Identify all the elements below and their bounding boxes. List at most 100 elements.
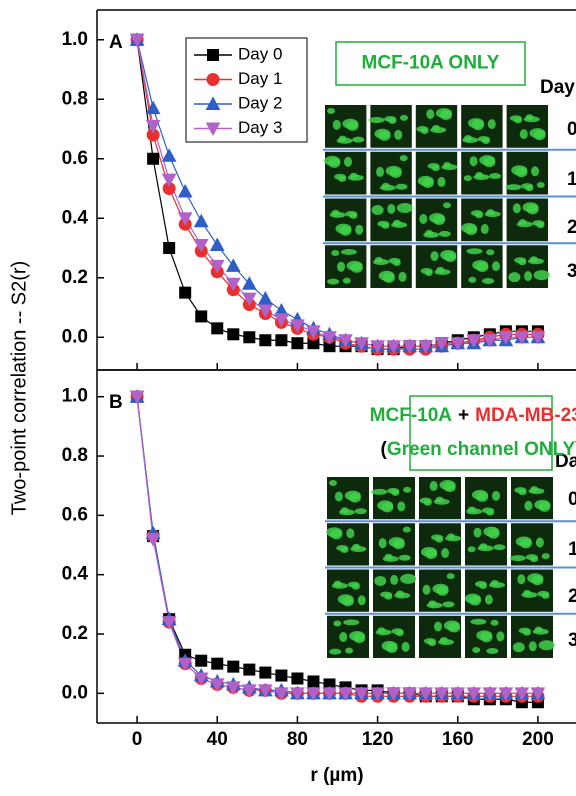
inset-cell (470, 618, 487, 625)
marker (434, 687, 450, 701)
x-tick-label: 0 (132, 729, 143, 750)
y-tick-label: 0.0 (62, 682, 88, 703)
inset-cell (337, 261, 346, 272)
inset-cell (398, 554, 411, 561)
inset-cell (529, 256, 538, 263)
marker (402, 687, 417, 701)
inset-cell (492, 490, 501, 501)
inset-cell (390, 574, 399, 585)
x-tick-label: 40 (207, 729, 228, 750)
inset-title-part: MCF-10A ONLY (362, 53, 500, 74)
marker (241, 276, 257, 290)
inset-cell (514, 487, 527, 494)
marker (290, 687, 305, 701)
inset-row-label: 0 (568, 489, 576, 510)
panel-label: A (109, 32, 123, 53)
panel-label: B (109, 392, 123, 413)
marker (338, 334, 353, 348)
inset-cell (440, 250, 457, 261)
legend-marker (207, 49, 219, 61)
marker (177, 657, 193, 672)
inset-image (419, 523, 461, 566)
inset-cell (403, 486, 412, 493)
inset-cell (344, 490, 361, 501)
marker (161, 148, 177, 162)
inset-cell (509, 555, 526, 562)
inset-cell (505, 184, 522, 191)
marker (354, 337, 369, 351)
inset-cell (508, 272, 521, 283)
y-tick-label: 1.0 (62, 386, 88, 407)
inset-cell (417, 175, 434, 186)
inset-cell (374, 128, 391, 139)
inset-cell (484, 594, 493, 605)
marker (482, 687, 498, 701)
inset-cell (346, 528, 355, 539)
marker (291, 672, 304, 685)
inset-cell (342, 277, 351, 284)
inset-cell (472, 646, 481, 653)
inset-cell (396, 590, 405, 597)
inset-cell (334, 173, 347, 180)
inset-cell (427, 163, 440, 170)
inset-title-part: + (458, 405, 469, 426)
inset-cell (420, 267, 433, 274)
inset-cell (514, 257, 527, 264)
marker (209, 237, 225, 252)
x-tick-label: 200 (522, 729, 554, 750)
x-tick-label: 160 (442, 729, 474, 750)
inset-cell (347, 581, 360, 588)
inset-row-label: 3 (567, 261, 576, 282)
marker (275, 334, 288, 347)
marker (258, 684, 273, 698)
inset-cell (483, 526, 500, 537)
marker (243, 331, 256, 344)
inset-cell (528, 641, 537, 652)
marker (259, 666, 272, 679)
y-tick-label: 0.4 (62, 564, 89, 585)
inset-cell (517, 574, 526, 585)
marker (418, 687, 434, 701)
inset-cell (524, 500, 533, 511)
inset-cell (419, 497, 432, 504)
inset-cell (474, 580, 487, 587)
inset-cell (525, 554, 538, 561)
inset-cell (466, 248, 483, 255)
inset-cell (435, 496, 444, 503)
inset-cell (334, 491, 343, 502)
inset-cell (432, 124, 441, 131)
inset-cell (482, 277, 495, 284)
inset-title-part: MDA-MB-231 (475, 405, 576, 426)
inset-cell (381, 182, 390, 189)
inset-cell (486, 249, 495, 256)
inset-cell (489, 173, 502, 180)
inset-cell (355, 224, 364, 235)
inset-cell (331, 249, 340, 256)
marker (466, 687, 482, 701)
inset-cell (428, 600, 437, 607)
inset-cell (376, 166, 385, 177)
marker (482, 334, 498, 348)
inset-cell (525, 114, 534, 121)
inset-title: MCF-10A ONLY (362, 53, 500, 74)
inset-cell (470, 210, 483, 217)
inset-cell (387, 203, 396, 214)
inset-image (506, 105, 548, 148)
marker (466, 334, 482, 348)
marker (193, 213, 209, 228)
inset-cell (378, 538, 387, 549)
inset-cell (371, 488, 388, 495)
marker (498, 687, 514, 701)
inset-cell (479, 543, 488, 550)
marker (322, 331, 337, 345)
marker (161, 616, 177, 630)
y-tick-label: 0.8 (62, 88, 88, 109)
y-tick-label: 1.0 (62, 29, 88, 50)
inset-cell (381, 640, 398, 651)
inset-cell (469, 156, 478, 167)
inset-cell (357, 595, 366, 606)
inset-cell (384, 553, 393, 560)
inset-cell (377, 500, 394, 511)
inset-cell (430, 251, 439, 262)
